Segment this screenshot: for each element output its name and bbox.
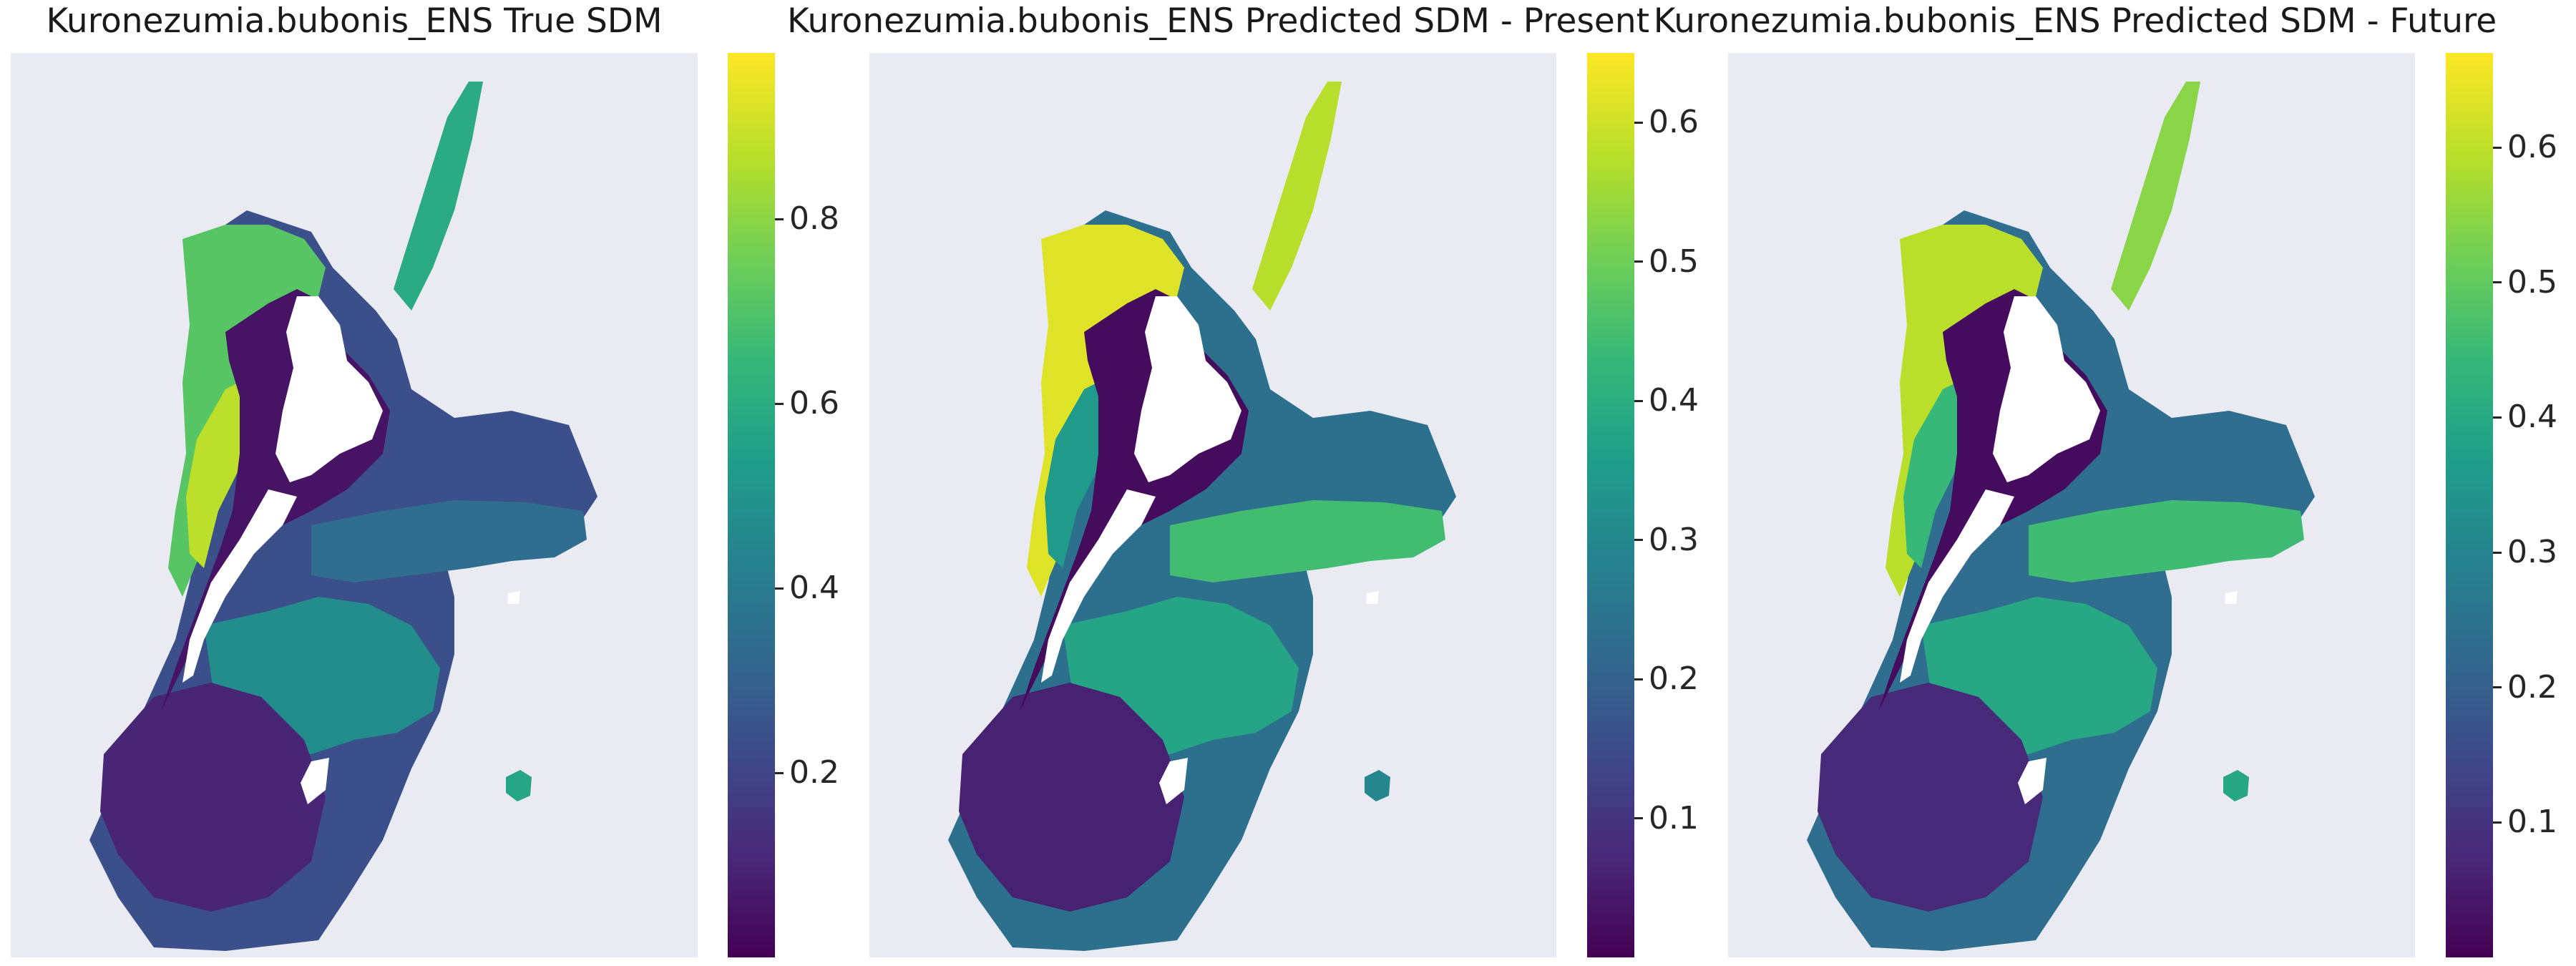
colorbar-tick-label: 0.1 xyxy=(1649,799,1699,836)
colorbar-tick-label: 0.6 xyxy=(2507,129,2557,166)
panel-2-colorbar xyxy=(1587,53,1634,957)
sdm-region-chatham-rise xyxy=(1170,500,1445,582)
land-mask-2 xyxy=(1900,489,2014,683)
colorbar-tick xyxy=(775,218,784,220)
sdm-region-northeast-ridge xyxy=(2111,82,2200,311)
sdm-region-chatham-rise xyxy=(311,500,587,582)
colorbar-tick-label: 0.6 xyxy=(1649,104,1699,141)
colorbar-tick-label: 0.6 xyxy=(789,385,839,422)
colorbar-tick-label: 0.4 xyxy=(789,570,839,607)
land-mask-2 xyxy=(182,489,297,683)
colorbar-tick xyxy=(2493,551,2502,554)
land-mask-3 xyxy=(2018,758,2046,804)
colorbar-tick xyxy=(1634,539,1643,542)
land-mask-1 xyxy=(1134,296,1241,482)
colorbar-tick xyxy=(2493,281,2502,284)
colorbar-tick-label: 0.5 xyxy=(2507,263,2557,301)
colorbar-tick xyxy=(1634,121,1643,124)
colorbar-tick xyxy=(1634,817,1643,820)
panel-1-colorbar xyxy=(728,53,775,957)
panel-3-colorbar xyxy=(2446,53,2493,957)
colorbar-tick xyxy=(1634,678,1643,680)
land-mask-1 xyxy=(275,296,383,482)
colorbar-tick xyxy=(1634,260,1643,263)
sdm-region-northeast-ridge xyxy=(394,82,483,311)
colorbar-tick-label: 0.5 xyxy=(1649,243,1699,280)
land-mask-2 xyxy=(1041,489,1156,683)
panel-1-sdm-map xyxy=(89,82,597,951)
panel-1-title: Kuronezumia.bubonis_ENS True SDM xyxy=(46,1,663,41)
colorbar-tick-label: 0.2 xyxy=(789,754,839,791)
panel-2-title: Kuronezumia.bubonis_ENS Predicted SDM - … xyxy=(787,1,1650,41)
land-mask-3 xyxy=(301,758,329,804)
land-mask-4 xyxy=(507,591,520,604)
sdm-region-bounty-islet xyxy=(1365,770,1390,801)
panel-2-sdm-map xyxy=(948,82,1456,951)
panel-3-sdm-map xyxy=(1807,82,2315,951)
sdm-region-bounty-islet xyxy=(2223,770,2249,801)
land-mask-4 xyxy=(1366,591,1379,604)
land-mask-1 xyxy=(1993,296,2100,482)
sdm-region-northeast-ridge xyxy=(1252,82,1342,311)
colorbar-tick-label: 0.3 xyxy=(2507,534,2557,571)
colorbar-tick xyxy=(2493,146,2502,149)
sdm-region-south-plateau xyxy=(1818,683,2043,912)
colorbar-tick xyxy=(1634,399,1643,402)
colorbar-tick-label: 0.4 xyxy=(1649,382,1699,419)
colorbar-tick xyxy=(775,402,784,405)
colorbar-tick-label: 0.1 xyxy=(2507,804,2557,841)
panel-3-title: Kuronezumia.bubonis_ENS Predicted SDM - … xyxy=(1653,1,2497,41)
colorbar-tick xyxy=(2493,686,2502,689)
colorbar-tick xyxy=(2493,821,2502,824)
colorbar-tick-label: 0.4 xyxy=(2507,399,2557,436)
colorbar-tick xyxy=(775,587,784,590)
colorbar-tick-label: 0.3 xyxy=(1649,521,1699,558)
colorbar-tick xyxy=(775,771,784,774)
sdm-region-south-plateau xyxy=(959,683,1184,912)
sdm-region-south-plateau xyxy=(100,683,326,912)
land-mask-4 xyxy=(2225,591,2238,604)
colorbar-tick-label: 0.2 xyxy=(1649,660,1699,698)
sdm-region-bounty-islet xyxy=(506,770,532,801)
colorbar-tick-label: 0.2 xyxy=(2507,668,2557,706)
land-mask-3 xyxy=(1159,758,1188,804)
sdm-region-chatham-rise xyxy=(2029,500,2304,582)
colorbar-tick-label: 0.8 xyxy=(789,200,839,238)
colorbar-tick xyxy=(2493,416,2502,419)
